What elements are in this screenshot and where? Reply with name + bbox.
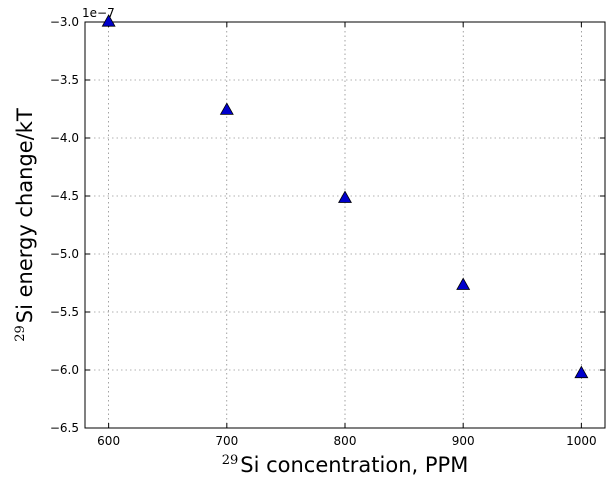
y-tick-label: −3.0 bbox=[50, 15, 79, 29]
data-points bbox=[101, 14, 589, 379]
x-axis-label-superscript: 29 bbox=[222, 453, 239, 468]
y-tick-label: −5.0 bbox=[50, 247, 79, 261]
y-tick-label: −5.5 bbox=[50, 305, 79, 319]
grid bbox=[85, 21, 605, 429]
y-axis-label: 29 Si energy change/kT bbox=[13, 108, 37, 342]
data-point-triangle bbox=[219, 102, 234, 115]
y-tick-label: −6.0 bbox=[50, 363, 79, 377]
axis-ticks: 600 700 800 900 1000 −3.0 −3.5 −4.0 −4.5 −5.0 −5.5… bbox=[50, 15, 605, 448]
x-axis-label: 29Si concentration, PPM bbox=[222, 453, 469, 477]
x-tick-label: 700 bbox=[215, 434, 238, 448]
x-axis-label-text: Si concentration, PPM bbox=[240, 453, 468, 477]
x-tick-label: 900 bbox=[452, 434, 475, 448]
data-point-triangle bbox=[456, 277, 471, 290]
y-tick-label: −4.5 bbox=[50, 189, 79, 203]
data-point-triangle bbox=[101, 14, 116, 27]
y-axis-label-superscript: 29 bbox=[13, 325, 28, 342]
data-point-triangle bbox=[574, 365, 589, 379]
y-tick-label: −6.5 bbox=[50, 421, 79, 435]
y-offset-label: 1e−7 bbox=[82, 6, 115, 20]
data-point-triangle bbox=[338, 190, 352, 203]
y-tick-label: −3.5 bbox=[50, 73, 79, 87]
x-tick-label: 800 bbox=[334, 434, 357, 448]
x-tick-label: 600 bbox=[97, 434, 120, 448]
y-tick-label: −4.0 bbox=[50, 131, 79, 145]
y-axis-label-text: Si energy change/kT bbox=[13, 108, 37, 323]
x-tick-label: 1000 bbox=[566, 434, 597, 448]
